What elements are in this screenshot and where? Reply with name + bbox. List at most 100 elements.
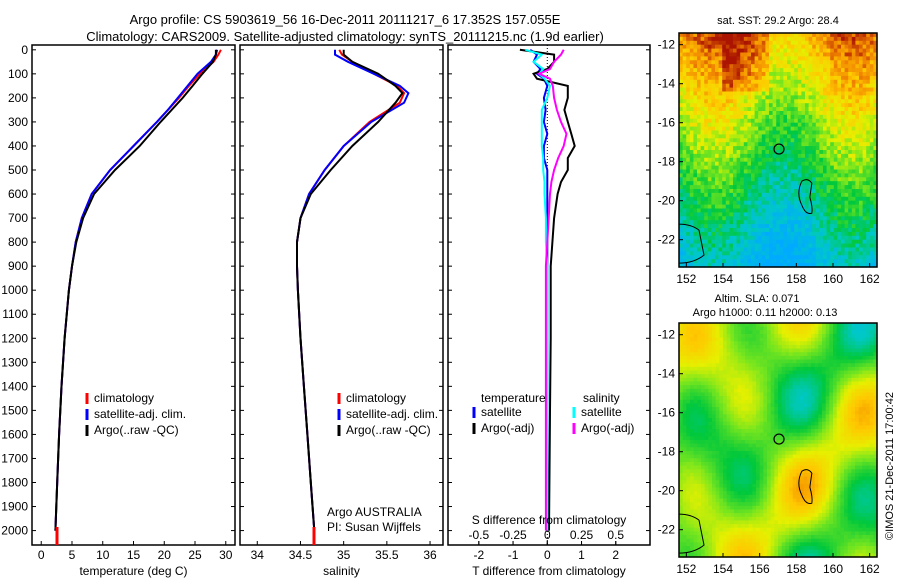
map-cell [729,72,734,77]
map-cell [722,138,727,143]
map-cell [812,200,817,206]
map-cell [697,251,702,256]
map-cell [774,363,779,368]
depth-tick-label: 1300 [1,355,28,369]
map-cell [754,103,759,108]
map-cell [833,130,838,135]
map-cell [712,348,717,353]
map-cell [844,48,849,54]
map-cell [844,52,849,57]
map-cell [829,385,834,390]
map-cell [707,91,712,96]
map-cell [751,216,756,221]
map-cell [794,33,799,38]
map-cell [855,68,860,73]
map-cell [869,414,874,419]
map-cell [704,173,709,178]
map-cell [718,239,723,245]
map-cell [844,134,849,139]
map-cell [747,235,752,241]
map-cell [859,64,864,69]
map-cell [801,228,806,233]
map-cell [797,200,802,206]
map-cell [736,72,741,77]
map-cell [737,359,742,364]
map-cell [686,48,691,54]
map-cell [686,177,691,182]
map-cell [682,366,687,372]
map-cell [812,208,817,213]
map-cell [866,157,871,163]
map-cell [726,410,731,416]
map-cell [851,122,856,128]
map-cell [740,235,745,241]
map-cell [862,48,867,54]
map-cell [707,192,712,198]
map-cell [725,68,730,73]
map-cell [751,181,756,186]
map-cell [712,410,717,416]
map-cell [747,107,752,112]
map-cell [682,396,687,401]
map-cell [830,259,835,264]
map-cell [829,399,834,405]
map-cell [725,228,730,233]
map-cell [789,407,794,412]
map-cell [726,370,731,375]
map-cell [711,138,716,143]
map-cell [808,79,813,85]
map-cell [851,363,856,368]
map-cell [700,212,705,217]
map-cell [823,79,828,85]
title-line-1: Argo profile: CS 5903619_56 16-Dec-2011 … [130,12,561,27]
map-cell [841,99,846,104]
map-cell [803,337,808,342]
map-cell [711,130,716,135]
x-tick-label: 36 [423,548,437,562]
map-cell [751,251,756,256]
map-cell [851,157,856,163]
map-cell [770,355,775,361]
map-cell [851,341,856,346]
map-cell [769,111,774,116]
map-cell [774,410,779,416]
map-cell [761,216,766,221]
map-cell [758,126,763,132]
map-cell [783,60,788,65]
map-cell [770,418,775,423]
map-cell [794,99,799,104]
map-cell [866,235,871,241]
map-cell [763,323,768,328]
map-cell [840,407,845,412]
map-cell [855,189,860,194]
map-cell [690,403,695,408]
map-cell [818,333,823,339]
map-cell [837,161,842,167]
map-cell [747,251,752,256]
map-cell [859,87,864,93]
map-cell [779,243,784,249]
map-cell [751,247,756,252]
map-cell [779,40,784,46]
map-cell [772,48,777,54]
map-cell [682,189,687,194]
map-cell [761,146,766,151]
map-cell [840,381,845,386]
map-cell [712,337,717,342]
map-cell [830,165,835,171]
map-cell [725,169,730,174]
map-cell [873,138,878,143]
map-cell [752,399,757,405]
map-cell [682,399,687,405]
map-cell [790,220,795,225]
map-cell [819,150,824,155]
map-cell [855,330,860,335]
map-cell [686,52,691,57]
map-cell [866,142,871,147]
map-cell [844,355,849,361]
map-cell [873,399,878,405]
map-cell [754,157,759,163]
map-cell [765,114,770,120]
map-cell [765,122,770,128]
map-cell [722,134,727,139]
